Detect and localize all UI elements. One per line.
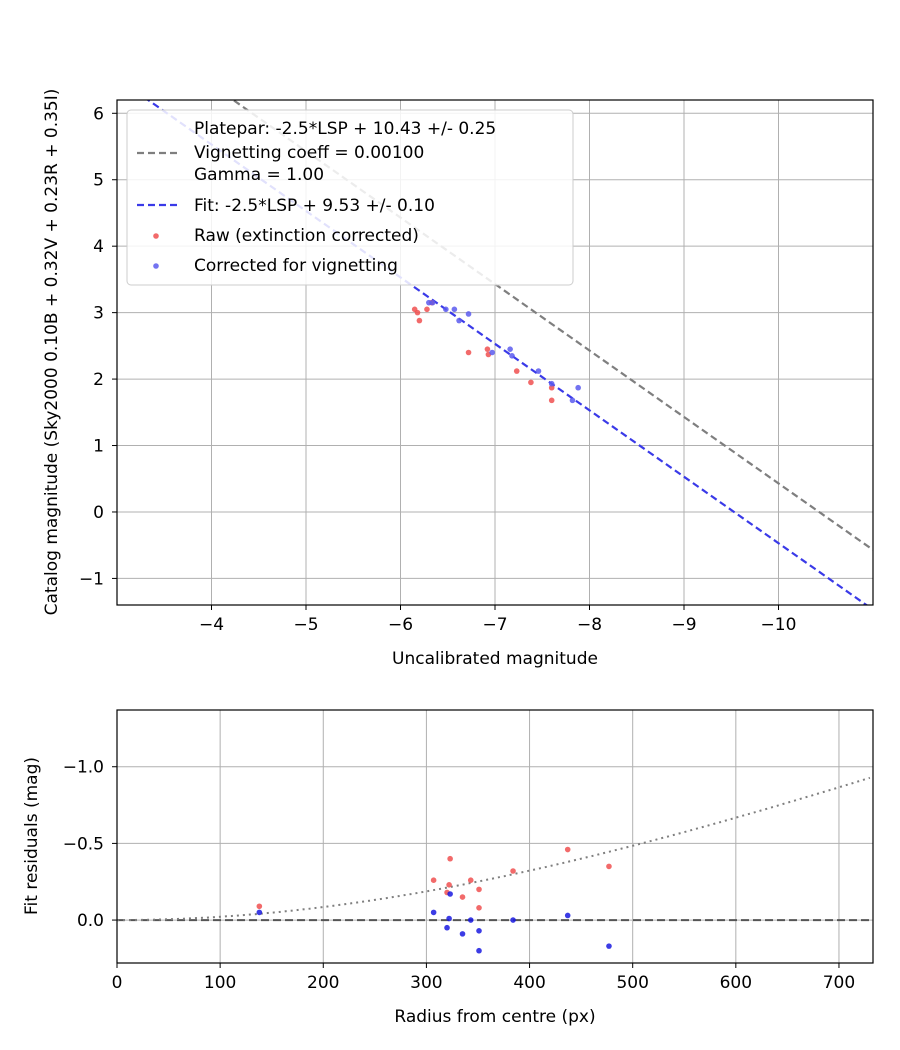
top-raw-point	[548, 384, 555, 391]
top-corrected-point	[443, 306, 449, 313]
bottom-raw-point	[459, 894, 466, 900]
legend-box	[126, 109, 574, 286]
top-y-tick-label: −1	[79, 569, 104, 589]
bottom-x-tick-label: 400	[513, 973, 545, 993]
top-y-tick-label: 1	[93, 437, 104, 457]
top-corrected-point	[507, 346, 513, 352]
top-corrected-point	[535, 368, 542, 374]
top-raw-point	[465, 349, 472, 356]
bottom-corrected-point	[459, 931, 466, 937]
top-raw-point	[414, 309, 421, 316]
legend-corrected-label: Corrected for vignetting	[194, 256, 398, 276]
bottom-x-tick-label: 500	[616, 973, 648, 993]
bottom-y-tick-label: −1.0	[63, 758, 104, 778]
bottom-corrected-point	[256, 909, 263, 916]
bottom-raw-point	[476, 905, 482, 911]
top-raw-point	[484, 346, 491, 352]
bottom-raw-point	[564, 846, 571, 853]
residuals-chart: 0 100 200 300 400 500 600 700 0.0 −0.5 −1.0 Radius…	[22, 709, 874, 1027]
top-y-tick-label: 3	[93, 304, 104, 324]
legend-platepar-label-line-3: Gamma = 1.00	[194, 165, 324, 185]
vignetting-curve	[117, 776, 871, 922]
top-y-tick-label: 4	[93, 237, 104, 257]
top-corrected-point	[509, 353, 515, 359]
bottom-corrected-point	[476, 928, 482, 934]
top-corrected-point	[456, 317, 462, 324]
legend-fit-label: Fit: -2.5*LSP + 9.53 +/- 0.10	[194, 196, 435, 216]
top-y-tick-label: 5	[93, 171, 104, 191]
top-y-axis-label: Catalog magnitude (Sky2000 0.10B + 0.32V…	[42, 89, 62, 616]
top-corrected-point	[569, 397, 576, 404]
top-corrected-point	[575, 384, 581, 391]
legend-platepar-label-line-2: Vignetting coeff = 0.00100	[194, 143, 424, 163]
bottom-raw-point	[606, 863, 612, 870]
top-corrected-point	[429, 299, 436, 306]
bottom-x-tick-label: 300	[410, 973, 442, 993]
top-corrected-point	[451, 306, 458, 313]
top-raw-point	[416, 317, 423, 324]
bottom-corrected-point	[447, 891, 453, 897]
bottom-x-tick-label: 100	[204, 973, 236, 993]
bottom-y-tick-label: 0.0	[77, 911, 104, 931]
bottom-corrected-point	[446, 915, 452, 922]
top-raw-point	[528, 379, 534, 386]
top-x-tick-label: −5	[293, 615, 318, 635]
top-data-points	[411, 299, 581, 404]
legend-platepar-label-line-1: Platepar: -2.5*LSP + 10.43 +/- 0.25	[194, 119, 496, 139]
bottom-x-tick-label: 700	[823, 973, 855, 993]
bottom-y-axis-label: Fit residuals (mag)	[22, 757, 42, 915]
top-y-tick-label: 2	[93, 370, 104, 390]
bottom-raw-point	[430, 877, 437, 883]
top-y-tick-label: 0	[93, 503, 104, 523]
top-x-tick-label: −9	[671, 615, 696, 635]
bottom-raw-point	[446, 882, 452, 888]
bottom-corrected-point	[430, 909, 437, 916]
legend-corrected-marker	[153, 263, 159, 269]
top-y-tick-label: 6	[93, 104, 104, 124]
bottom-corrected-point	[606, 943, 612, 949]
bottom-data-points	[256, 846, 612, 954]
top-corrected-point	[465, 311, 472, 317]
bottom-corrected-point	[444, 924, 450, 931]
top-x-tick-label: −8	[577, 615, 602, 635]
bottom-x-tick-label: 600	[720, 973, 752, 993]
bottom-x-axis-label: Radius from centre (px)	[394, 1007, 595, 1027]
legend-raw-label: Raw (extinction corrected)	[194, 226, 419, 246]
legend: Platepar: -2.5*LSP + 10.43 +/- 0.25 Vign…	[126, 109, 574, 286]
bottom-x-tick-label: 0	[112, 973, 123, 993]
bottom-raw-point	[476, 886, 482, 893]
top-x-tick-label: −10	[761, 615, 797, 635]
bottom-x-tick-label: 200	[307, 973, 339, 993]
top-raw-point	[424, 306, 430, 313]
bottom-plot-frame	[116, 709, 874, 964]
bottom-raw-point	[510, 868, 516, 874]
bottom-axis-ticks: 0 100 200 300 400 500 600 700 0.0 −0.5 −1.0	[63, 758, 855, 993]
top-corrected-point	[548, 380, 555, 387]
top-raw-point	[513, 368, 520, 374]
bottom-corrected-point	[510, 917, 516, 923]
top-corrected-point	[489, 349, 495, 356]
bottom-reference-lines	[117, 776, 873, 922]
top-x-tick-label: −7	[482, 615, 507, 635]
top-x-tick-label: −4	[199, 615, 224, 635]
top-x-axis-label: Uncalibrated magnitude	[392, 649, 598, 669]
bottom-corrected-point	[476, 947, 482, 954]
bottom-y-tick-label: −0.5	[63, 834, 104, 854]
top-x-tick-label: −6	[388, 615, 413, 635]
bottom-raw-point	[447, 855, 453, 862]
bottom-raw-point	[256, 903, 263, 910]
top-raw-point	[548, 397, 555, 404]
bottom-corrected-point	[564, 912, 571, 919]
bottom-corrected-point	[467, 917, 474, 923]
legend-raw-marker	[153, 233, 159, 239]
bottom-raw-point	[467, 877, 474, 883]
